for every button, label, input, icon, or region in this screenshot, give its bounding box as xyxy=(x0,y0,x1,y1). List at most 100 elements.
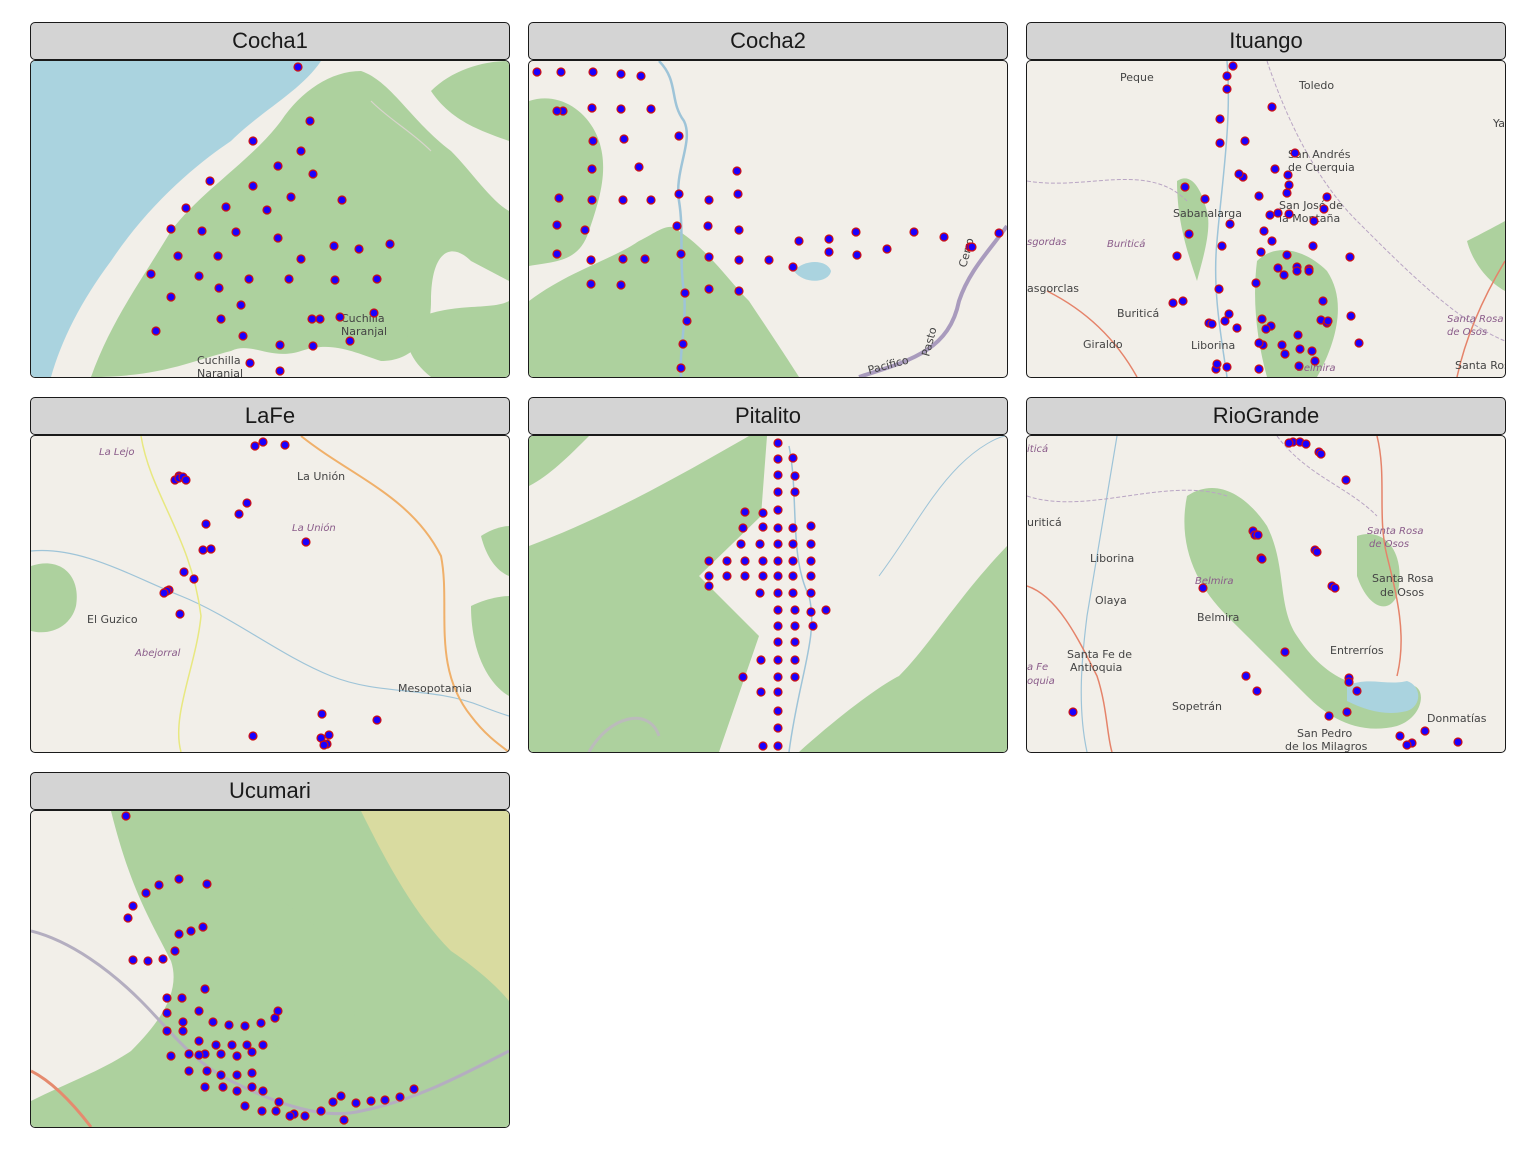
sample-point xyxy=(821,605,831,615)
map-tile[interactable]: Cuchilla Naranjal Cuchilla Naranjal xyxy=(30,60,510,378)
sample-point xyxy=(197,226,207,236)
map-label: de Osos xyxy=(1369,539,1409,550)
road-line xyxy=(140,436,202,752)
sample-point xyxy=(194,1050,204,1060)
sample-point xyxy=(257,1106,267,1116)
sample-point xyxy=(177,993,187,1003)
sample-point xyxy=(319,740,329,750)
sample-point xyxy=(247,1082,257,1092)
map-label: Belmira xyxy=(1197,611,1239,624)
map-label: Santa Rosa xyxy=(1447,314,1503,325)
sample-point xyxy=(806,556,816,566)
sample-point xyxy=(198,922,208,932)
sample-point xyxy=(790,637,800,647)
sample-point xyxy=(128,901,138,911)
sample-point xyxy=(1212,359,1222,369)
sample-point xyxy=(616,280,626,290)
panel-title: Pitalito xyxy=(528,397,1008,435)
sample-point xyxy=(258,1040,268,1050)
sample-point xyxy=(704,556,714,566)
map-panel-ituango: Ituango Peque Toledo San Andrés de Cuerquia… xyxy=(1026,22,1506,378)
sample-point xyxy=(258,1086,268,1096)
sample-point xyxy=(1280,647,1290,657)
map-label: Santa Rosa xyxy=(1367,526,1423,537)
map-tile[interactable]: Peque Toledo San Andrés de Cuerquia San José… xyxy=(1026,60,1506,378)
map-panel-cocha2: Cocha2 Cerro Pasto Pacífico xyxy=(528,22,1008,378)
sample-point xyxy=(672,221,682,231)
sample-point xyxy=(1254,191,1264,201)
sample-point xyxy=(351,1098,361,1108)
sample-point xyxy=(198,545,208,555)
sample-point xyxy=(552,220,562,230)
sample-point xyxy=(1234,169,1244,179)
sample-point xyxy=(141,888,151,898)
sample-point xyxy=(1324,711,1334,721)
sample-point xyxy=(275,366,285,376)
sample-point xyxy=(1265,210,1275,220)
sample-point xyxy=(703,221,713,231)
sample-point xyxy=(1261,324,1271,334)
map-tile[interactable] xyxy=(30,810,510,1128)
sample-point xyxy=(1301,439,1311,449)
map-canvas xyxy=(529,436,1007,752)
sample-point xyxy=(1279,270,1289,280)
sample-point xyxy=(1304,266,1314,276)
sample-point xyxy=(790,621,800,631)
sample-point xyxy=(736,539,746,549)
sample-point xyxy=(1282,188,1292,198)
map-tile[interactable]: La Lejo La Unión La Unión El Guzico Abejorra… xyxy=(30,435,510,753)
forest-area xyxy=(91,71,509,377)
sample-point xyxy=(758,571,768,581)
map-canvas: La Lejo La Unión La Unión El Guzico Abejorra… xyxy=(31,436,509,752)
sample-point xyxy=(1172,251,1182,261)
sample-point xyxy=(939,232,949,242)
sample-point xyxy=(734,286,744,296)
sample-point xyxy=(316,1106,326,1116)
sample-point xyxy=(339,1115,349,1125)
sample-point xyxy=(174,929,184,939)
sample-point xyxy=(1168,298,1178,308)
sample-point xyxy=(587,103,597,113)
map-label: sgordas xyxy=(1027,237,1066,248)
sample-point xyxy=(250,441,260,451)
sample-point xyxy=(275,340,285,350)
map-label: Sabanalarga xyxy=(1173,207,1242,220)
sample-point xyxy=(616,104,626,114)
sample-point xyxy=(216,1070,226,1080)
forest-area xyxy=(1255,250,1338,377)
sample-point xyxy=(143,956,153,966)
sample-point xyxy=(554,193,564,203)
sample-point xyxy=(740,571,750,581)
map-tile[interactable]: Cerro Pasto Pacífico xyxy=(528,60,1008,378)
sample-point xyxy=(1294,361,1304,371)
sample-point xyxy=(773,706,783,716)
sample-point xyxy=(1323,316,1333,326)
sample-point xyxy=(773,655,783,665)
sample-point xyxy=(1257,554,1267,564)
road-line xyxy=(1046,290,1138,377)
sample-point xyxy=(271,1106,281,1116)
sample-point xyxy=(1322,192,1332,202)
sample-point xyxy=(216,314,226,324)
map-label: Ya xyxy=(1492,117,1505,130)
map-label: Antioquia xyxy=(1070,661,1122,674)
sample-point xyxy=(588,67,598,77)
sample-point xyxy=(790,655,800,665)
sample-point xyxy=(1254,338,1264,348)
sample-point xyxy=(738,523,748,533)
map-tile[interactable] xyxy=(528,435,1008,753)
sample-point xyxy=(678,339,688,349)
map-canvas: iticá uriticá Liborina Olaya Belmira Belmira S… xyxy=(1027,436,1487,752)
sample-point xyxy=(773,687,783,697)
sample-point xyxy=(824,247,834,257)
sample-point xyxy=(773,438,783,448)
map-panel-cocha1: Cocha1 Cuchilla Naranjal Cuchilla Naranjal xyxy=(30,22,510,378)
sample-point xyxy=(1222,71,1232,81)
sample-point xyxy=(586,255,596,265)
sample-point xyxy=(758,508,768,518)
map-panel-pitalito: Pitalito xyxy=(528,397,1008,753)
map-label: La Unión xyxy=(292,522,336,534)
sample-point xyxy=(674,131,684,141)
sample-point xyxy=(1354,338,1364,348)
map-tile[interactable]: iticá uriticá Liborina Olaya Belmira Belmira S… xyxy=(1026,435,1506,753)
